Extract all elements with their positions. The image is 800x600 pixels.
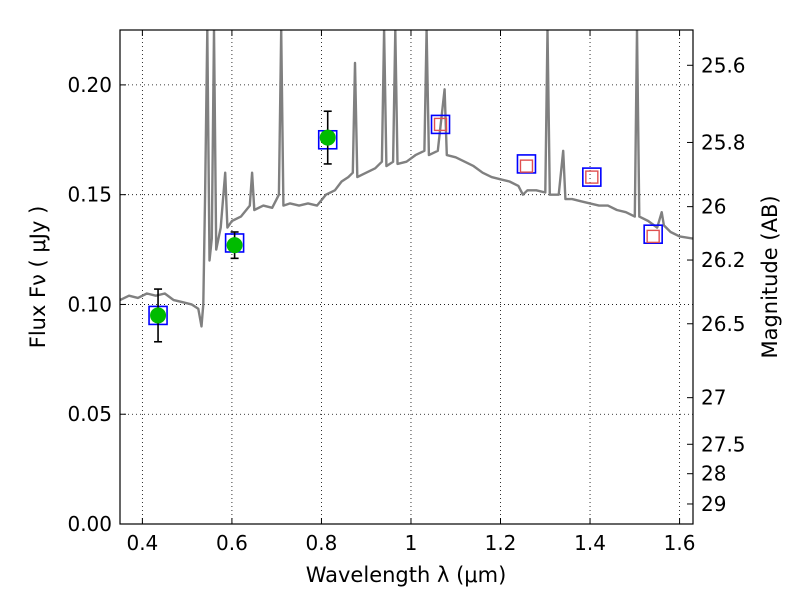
x-tick-label: 1.2 — [485, 531, 517, 555]
observed-flux-point — [150, 307, 167, 324]
x-axis-label: Wavelength λ (μm) — [306, 563, 507, 587]
y-tick-label: 0.15 — [67, 183, 112, 207]
observed-flux-point — [319, 129, 336, 146]
mag-tick-label: 27.5 — [701, 432, 746, 456]
mag-tick-label: 26 — [701, 195, 726, 219]
synthetic-photometry-square — [646, 229, 660, 244]
x-tick-label: 1.4 — [574, 531, 606, 555]
mag-tick-label: 25.8 — [701, 130, 746, 154]
x-tick-label: 0.8 — [306, 531, 338, 555]
x-tick-label: 1 — [405, 531, 418, 555]
model-photometry-square — [582, 167, 602, 187]
mag-tick-label: 29 — [701, 492, 726, 516]
y-tick-label: 0.00 — [67, 512, 112, 536]
mag-tick-label: 27 — [701, 386, 726, 410]
y2-axis-label: Magnitude (AB) — [758, 195, 782, 358]
x-tick-label: 1.6 — [664, 531, 696, 555]
synthetic-photometry-square — [433, 117, 448, 132]
model-photometry-square — [643, 224, 663, 244]
synthetic-photometry-square — [519, 159, 534, 173]
model-spectrum-line — [120, 30, 693, 328]
x-tick-label: 0.4 — [126, 531, 158, 555]
y-axis-label: Flux Fν ( μJy ) — [26, 206, 50, 349]
x-tick-label: 0.6 — [216, 531, 248, 555]
y-tick-label: 0.20 — [67, 73, 112, 97]
model-photometry-square — [430, 114, 451, 135]
synthetic-photometry-square — [585, 170, 599, 184]
y-tick-label: 0.05 — [67, 402, 112, 426]
markers — [148, 110, 663, 343]
mag-tick-label: 26.5 — [701, 312, 746, 336]
mag-tick-label: 25.6 — [701, 53, 746, 77]
model-photometry-square — [516, 154, 537, 174]
ticks: 0.4 0.6 0.8 1 1.2 1.4 1.6 0.00 0.05 0.10 0.15 0.20 2… — [67, 30, 746, 555]
mag-tick-label: 28 — [701, 462, 726, 486]
spectrum-layer — [120, 30, 693, 328]
y-tick-label: 0.10 — [67, 292, 112, 316]
plot-frame — [119, 29, 694, 525]
observed-flux-point — [226, 237, 243, 254]
mag-tick-label: 26.2 — [701, 248, 746, 272]
